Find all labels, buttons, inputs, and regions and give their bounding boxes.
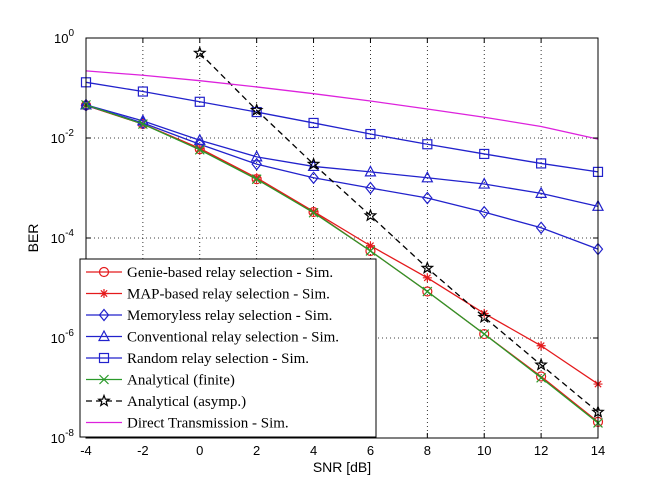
series-layer <box>80 45 605 428</box>
data-point <box>536 341 546 351</box>
legend-entry: MAP-based relay selection - Sim. <box>86 287 330 303</box>
data-point <box>192 45 207 59</box>
x-tick-label: 10 <box>477 443 491 458</box>
y-tick-label: 10-4 <box>51 228 75 246</box>
data-point <box>250 150 263 162</box>
data-point <box>479 328 490 340</box>
data-point <box>249 102 264 117</box>
data-point <box>309 206 319 216</box>
legend-entry: Random relay selection - Sim. <box>86 351 309 367</box>
data-point <box>252 173 262 183</box>
legend-label: Conventional relay selection - Sim. <box>127 330 339 346</box>
legend-box <box>79 258 377 438</box>
data-point <box>251 106 262 118</box>
x-tick-label: 4 <box>310 443 317 458</box>
data-point <box>137 86 148 97</box>
y-axis-label: BER <box>25 224 41 253</box>
data-point <box>479 148 490 160</box>
axis-ticks: -4 -2 0 2 4 6 8 10 12 14 10-8 10-6 10-4 10-2 100 <box>51 28 606 458</box>
data-point <box>308 117 319 129</box>
legend-entry: Analytical (asymp.) <box>86 393 246 410</box>
data-point <box>365 181 376 195</box>
y-tick-label: 10-8 <box>51 428 75 446</box>
data-point <box>421 171 434 183</box>
data-point <box>308 171 319 185</box>
data-point <box>422 286 433 297</box>
data-point <box>306 156 321 170</box>
data-point <box>478 205 490 219</box>
legend-entry: Direct Transmission - Sim. <box>86 416 289 432</box>
x-tick-label: 12 <box>534 443 548 458</box>
data-point <box>365 241 375 251</box>
data-point <box>363 208 378 222</box>
x-tick-label: 2 <box>253 443 260 458</box>
legend-marker <box>99 289 109 298</box>
x-tick-label: 0 <box>196 443 203 458</box>
legend-entry: Conventional relay selection - Sim. <box>86 330 339 346</box>
data-point <box>194 96 205 107</box>
data-point <box>308 207 319 218</box>
legend-marker <box>99 374 109 385</box>
legend-label: MAP-based relay selection - Sim. <box>127 287 330 303</box>
legend-marker <box>98 329 110 342</box>
legend-label: Genie-based relay selection - Sim. <box>127 265 333 281</box>
x-tick-label: 14 <box>591 443 605 458</box>
y-tick-label: 100 <box>54 28 74 46</box>
data-point <box>535 221 547 235</box>
data-point <box>251 174 262 185</box>
x-tick-label: 8 <box>424 443 431 458</box>
legend-entry: Memoryless relay selection - Sim. <box>86 308 332 324</box>
data-point <box>422 273 432 283</box>
data-point <box>365 128 376 140</box>
legend-entry: Analytical (finite) <box>86 373 235 389</box>
x-tick-label: -2 <box>137 443 149 458</box>
data-point <box>422 191 433 205</box>
data-point <box>535 186 548 198</box>
y-tick-label: 10-6 <box>51 328 75 346</box>
series-line <box>85 104 599 250</box>
data-point <box>194 144 205 155</box>
legend-label: Analytical (finite) <box>127 373 235 389</box>
x-tick-label: -4 <box>80 443 92 458</box>
data-point <box>536 372 547 383</box>
data-point <box>137 119 148 129</box>
series-line <box>85 104 599 424</box>
series-line <box>85 104 599 207</box>
legend-marker <box>98 352 110 364</box>
data-point <box>536 371 547 382</box>
data-point <box>195 143 205 153</box>
data-point <box>536 158 547 169</box>
data-point <box>364 165 377 177</box>
series-4 <box>80 98 604 211</box>
legend-marker <box>97 393 111 407</box>
data-point <box>420 260 435 274</box>
data-point <box>251 157 262 171</box>
series-line <box>199 52 599 413</box>
legend-marker <box>98 308 110 322</box>
y-tick-label: 10-2 <box>51 128 75 146</box>
legend-label: Direct Transmission - Sim. <box>127 416 289 432</box>
legend-label: Random relay selection - Sim. <box>127 351 309 367</box>
series-8 <box>85 70 599 140</box>
series-line <box>85 70 599 140</box>
legend: Genie-based relay selection - Sim. MAP-ba… <box>79 258 377 438</box>
data-point <box>478 177 491 189</box>
series-7 <box>192 45 605 418</box>
data-point <box>193 133 206 145</box>
data-point <box>422 286 433 297</box>
data-point <box>477 310 492 324</box>
x-tick-label: 6 <box>367 443 374 458</box>
legend-label: Analytical (asymp.) <box>127 394 246 410</box>
legend-entry: Genie-based relay selection - Sim. <box>86 265 333 281</box>
data-point <box>365 246 376 256</box>
data-point <box>534 357 548 371</box>
x-axis-label: SNR [dB] <box>313 459 371 475</box>
data-point <box>479 329 490 339</box>
legend-label: Memoryless relay selection - Sim. <box>127 308 332 324</box>
data-point <box>422 139 433 150</box>
series-line <box>85 81 599 173</box>
legend-marker <box>98 266 110 278</box>
series-line <box>85 104 599 385</box>
